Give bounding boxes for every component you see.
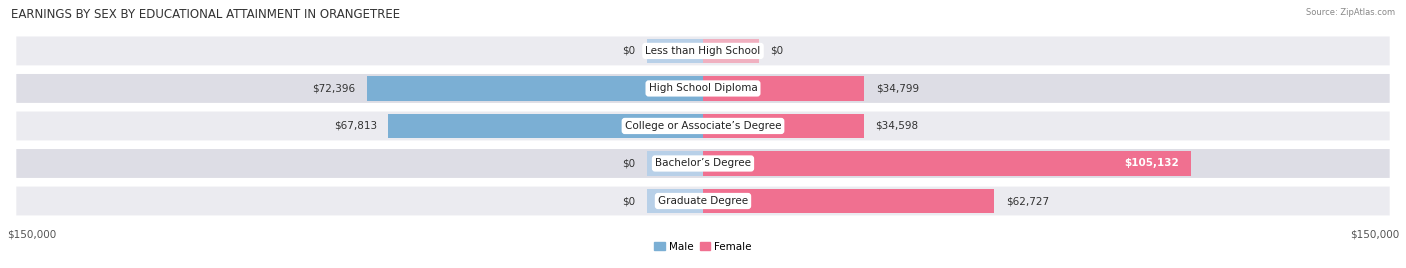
Bar — [388, 114, 703, 138]
Text: Graduate Degree: Graduate Degree — [658, 196, 748, 206]
Bar — [703, 76, 865, 100]
Text: $72,396: $72,396 — [312, 83, 356, 94]
Text: $62,727: $62,727 — [1005, 196, 1049, 206]
Bar — [367, 76, 703, 100]
Text: $150,000: $150,000 — [1350, 229, 1399, 239]
Bar — [647, 39, 703, 63]
FancyBboxPatch shape — [17, 111, 1389, 140]
Text: Bachelor’s Degree: Bachelor’s Degree — [655, 158, 751, 169]
Text: $0: $0 — [623, 158, 636, 169]
Bar — [703, 189, 994, 213]
Text: College or Associate’s Degree: College or Associate’s Degree — [624, 121, 782, 131]
FancyBboxPatch shape — [17, 74, 1389, 103]
Bar — [647, 151, 703, 176]
Text: $34,598: $34,598 — [875, 121, 918, 131]
Text: $0: $0 — [623, 196, 636, 206]
FancyBboxPatch shape — [17, 149, 1389, 178]
Text: EARNINGS BY SEX BY EDUCATIONAL ATTAINMENT IN ORANGETREE: EARNINGS BY SEX BY EDUCATIONAL ATTAINMEN… — [11, 8, 401, 21]
Legend: Male, Female: Male, Female — [650, 237, 756, 256]
Text: Less than High School: Less than High School — [645, 46, 761, 56]
Text: $150,000: $150,000 — [7, 229, 56, 239]
Text: Source: ZipAtlas.com: Source: ZipAtlas.com — [1306, 8, 1395, 17]
Bar — [703, 39, 759, 63]
Text: High School Diploma: High School Diploma — [648, 83, 758, 94]
Bar — [703, 114, 863, 138]
Bar — [647, 189, 703, 213]
Text: $105,132: $105,132 — [1125, 158, 1180, 169]
Bar — [703, 151, 1191, 176]
FancyBboxPatch shape — [17, 187, 1389, 215]
Text: $0: $0 — [623, 46, 636, 56]
Text: $67,813: $67,813 — [333, 121, 377, 131]
Text: $34,799: $34,799 — [876, 83, 920, 94]
FancyBboxPatch shape — [17, 36, 1389, 65]
Text: $0: $0 — [770, 46, 783, 56]
